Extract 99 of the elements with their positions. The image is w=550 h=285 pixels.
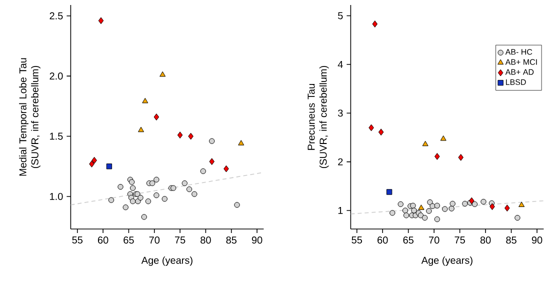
point xyxy=(106,164,112,170)
x-tick-label: 60 xyxy=(98,236,108,244)
point xyxy=(402,208,408,214)
point xyxy=(200,168,206,174)
x-tick-label: 65 xyxy=(124,236,134,244)
point xyxy=(122,204,128,210)
y-tick-label: 2 xyxy=(338,158,343,166)
y-axis-title: Precuneus Tau (SUVR, inf cerebellum) xyxy=(308,66,329,168)
x-tick-label: 85 xyxy=(506,236,516,244)
point xyxy=(154,114,160,120)
point xyxy=(450,200,456,207)
y-tick-label: 4 xyxy=(338,60,343,68)
legend-label: AB+ AD xyxy=(505,69,534,75)
point xyxy=(188,132,194,140)
point xyxy=(390,210,396,216)
point xyxy=(518,202,525,207)
point xyxy=(162,196,168,202)
y-axis-title: Medial Temporal Lobe Tau (SUVR, inf cerebellum) xyxy=(19,58,40,176)
point xyxy=(434,202,440,208)
point xyxy=(182,180,188,186)
point xyxy=(403,212,410,218)
point xyxy=(145,198,152,204)
point xyxy=(108,197,114,203)
point xyxy=(504,204,510,212)
y-tick-label: 1 xyxy=(338,207,343,214)
x-tick-label: 55 xyxy=(72,236,83,244)
point xyxy=(238,140,244,146)
point xyxy=(472,201,478,208)
point xyxy=(372,20,378,28)
point xyxy=(422,140,428,146)
point xyxy=(192,191,198,197)
point xyxy=(514,214,520,221)
y-tick-label: 2.0 xyxy=(50,72,63,80)
point xyxy=(434,216,440,222)
point xyxy=(130,198,136,204)
point xyxy=(426,208,432,214)
point xyxy=(98,17,104,24)
y-tick-label: 1.0 xyxy=(50,192,63,200)
point xyxy=(427,199,433,206)
point xyxy=(440,135,446,141)
point xyxy=(434,152,440,160)
x-tick-label: 90 xyxy=(532,236,542,244)
x-tick-label: 80 xyxy=(200,236,211,244)
point xyxy=(422,214,428,221)
point xyxy=(234,202,240,208)
point xyxy=(448,206,454,212)
point xyxy=(186,186,192,192)
point xyxy=(418,204,424,210)
point xyxy=(128,179,135,185)
point xyxy=(378,128,384,136)
point xyxy=(410,202,416,208)
point xyxy=(177,132,183,139)
point xyxy=(480,198,486,205)
point xyxy=(154,192,160,198)
point xyxy=(130,185,136,191)
point xyxy=(141,214,147,220)
point xyxy=(92,156,97,164)
point xyxy=(154,176,160,182)
point xyxy=(170,185,176,191)
point xyxy=(442,206,448,212)
x-axis-title: Age (years) xyxy=(421,256,472,266)
legend-label: LBSD xyxy=(506,79,526,85)
point xyxy=(490,203,495,210)
x-tick-label: 70 xyxy=(429,236,440,244)
point xyxy=(209,158,215,166)
point xyxy=(398,201,404,208)
point xyxy=(430,203,436,209)
x-axis-title: Age (years) xyxy=(141,256,192,266)
point xyxy=(224,165,229,172)
x-tick-label: 60 xyxy=(378,236,388,244)
x-tick-label: 80 xyxy=(480,236,491,244)
point xyxy=(418,212,424,218)
point xyxy=(149,180,156,186)
x-tick-label: 65 xyxy=(403,236,414,244)
y-tick-label: 3 xyxy=(338,110,343,117)
point xyxy=(468,197,474,204)
y-tick-label: 2.5 xyxy=(50,12,63,20)
legend-label: AB- HC xyxy=(505,49,532,55)
point xyxy=(142,98,148,104)
x-tick-label: 70 xyxy=(149,236,160,244)
x-tick-label: 75 xyxy=(454,236,465,244)
point xyxy=(411,208,417,214)
point xyxy=(368,124,374,132)
point xyxy=(462,200,468,207)
point xyxy=(386,189,392,195)
legend-label: AB+ MCI xyxy=(505,59,537,65)
point xyxy=(138,126,144,132)
point xyxy=(118,184,124,190)
x-tick-label: 90 xyxy=(252,236,262,244)
x-tick-label: 85 xyxy=(226,236,237,244)
point xyxy=(89,160,94,168)
point xyxy=(458,154,464,161)
point xyxy=(160,71,166,77)
x-tick-label: 55 xyxy=(352,236,362,244)
point xyxy=(209,138,215,144)
x-tick-label: 75 xyxy=(174,236,186,244)
y-tick-label: 1.5 xyxy=(50,132,63,140)
point xyxy=(138,194,144,201)
y-tick-label: 5 xyxy=(338,12,343,20)
